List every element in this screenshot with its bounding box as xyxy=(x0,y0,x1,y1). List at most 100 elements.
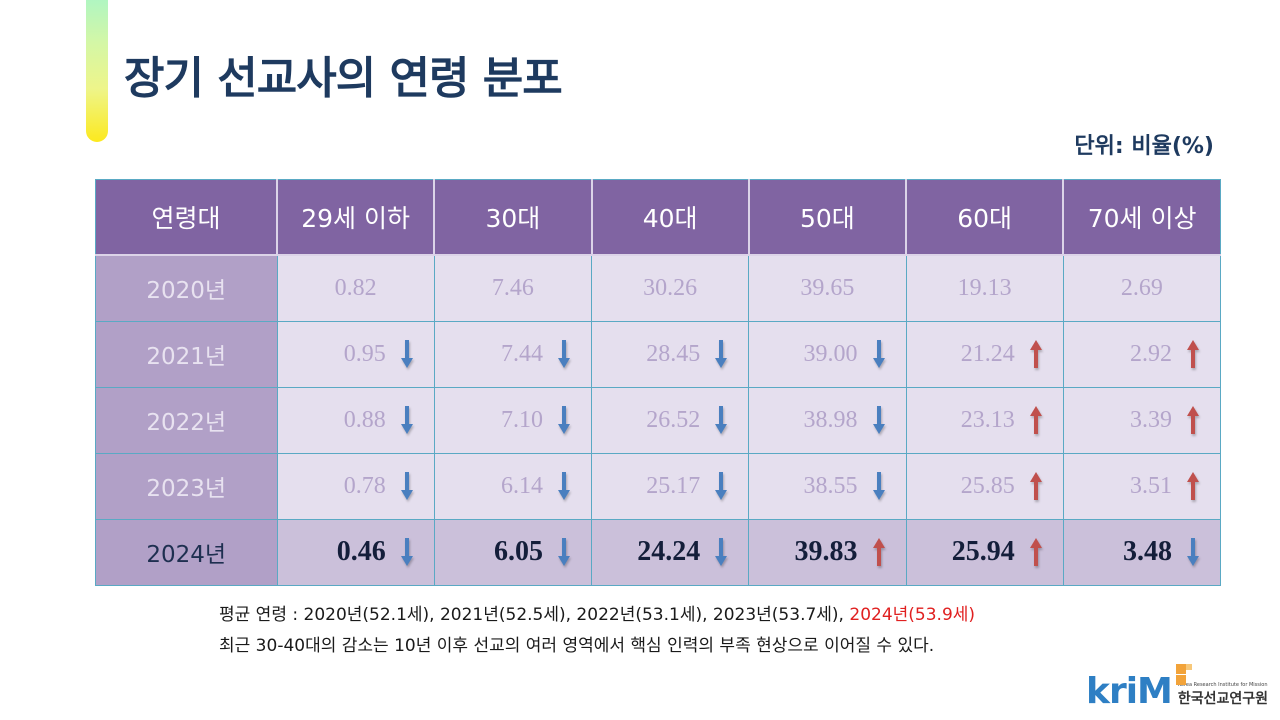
header-60s: 60대 xyxy=(904,179,1065,256)
table-row: 2020년 0.82 7.46 30.26 39.65 19.13 2.69 xyxy=(95,254,1222,322)
table-cell: 38.98 xyxy=(748,386,907,454)
arrow-down-icon xyxy=(400,339,414,369)
cell-value: 25.94 xyxy=(951,536,1015,567)
table-cell: 3.51 xyxy=(1062,452,1222,520)
cell-value: 39.00 xyxy=(803,340,858,367)
cell-value: 28.45 xyxy=(646,340,701,367)
header-50s: 50대 xyxy=(747,179,908,256)
table-cell: 0.82 xyxy=(276,254,435,322)
comment-note: 최근 30-40대의 감소는 10년 이후 선교의 여러 영역에서 핵심 인력의… xyxy=(219,636,935,656)
cell-value: 0.46 xyxy=(336,536,386,567)
table-cell: 3.39 xyxy=(1062,386,1222,454)
arrow-down-icon xyxy=(714,537,728,567)
table-cell: 30.26 xyxy=(590,254,750,322)
logo-text: Korea Research Institute for Mission 한국선… xyxy=(1178,682,1268,710)
table-header-row: 연령대 29세 이하 30대 40대 50대 60대 70세 이상 xyxy=(95,179,1222,256)
table-cell: 25.17 xyxy=(590,452,750,520)
cell-value: 39.65 xyxy=(800,274,855,301)
table-row: 2021년 0.95 7.44 28.45 39.00 21.24 2.92 xyxy=(95,320,1222,388)
table-cell: 2.69 xyxy=(1062,254,1222,322)
cell-value: 25.17 xyxy=(646,472,701,499)
table-cell: 21.24 xyxy=(905,320,1064,388)
table-cell: 26.52 xyxy=(590,386,750,454)
arrow-down-icon xyxy=(872,405,886,435)
row-year-label: 2022년 xyxy=(95,386,278,454)
cell-value: 0.82 xyxy=(334,274,377,301)
table-cell: 25.85 xyxy=(905,452,1064,520)
cell-value: 0.95 xyxy=(343,340,386,367)
header-30s: 30대 xyxy=(433,179,593,256)
arrow-down-icon xyxy=(400,537,414,567)
cell-value: 39.83 xyxy=(794,536,858,567)
average-age-text: 평균 연령 : 2020년(52.1세), 2021년(52.5세), 2022… xyxy=(219,605,850,625)
header-40s: 40대 xyxy=(590,179,750,256)
table-cell: 39.83 xyxy=(748,518,907,586)
row-year-label: 2023년 xyxy=(95,452,278,520)
table-cell: 19.13 xyxy=(905,254,1064,322)
table-cell: 23.13 xyxy=(905,386,1064,454)
cell-value: 3.51 xyxy=(1130,472,1172,499)
arrow-down-icon xyxy=(400,405,414,435)
logo-korean: 한국선교연구원 xyxy=(1177,691,1269,707)
table-cell: 6.14 xyxy=(433,452,593,520)
arrow-down-icon xyxy=(557,339,571,369)
logo-english: Korea Research Institute for Mission xyxy=(1177,682,1268,688)
header-under-29: 29세 이하 xyxy=(275,179,436,256)
cell-value: 2.69 xyxy=(1120,274,1163,301)
row-year-label: 2020년 xyxy=(95,254,278,322)
arrow-up-icon xyxy=(872,537,886,567)
average-age-note: 평균 연령 : 2020년(52.1세), 2021년(52.5세), 2022… xyxy=(219,600,975,631)
cell-value: 21.24 xyxy=(960,340,1015,367)
arrow-up-icon xyxy=(1029,339,1043,369)
cell-value: 3.48 xyxy=(1123,536,1172,567)
arrow-up-icon xyxy=(1029,471,1043,501)
arrow-up-icon xyxy=(1029,405,1043,435)
krim-logo: kriM Korea Research Institute for Missio… xyxy=(1086,662,1272,710)
cell-value: 0.78 xyxy=(343,472,386,499)
table-cell: 7.10 xyxy=(433,386,593,454)
cell-value: 7.10 xyxy=(501,406,543,433)
average-age-2024-highlight: 2024년(53.9세) xyxy=(849,605,976,625)
cell-value: 6.05 xyxy=(494,536,543,567)
arrow-down-icon xyxy=(400,471,414,501)
row-year-label: 2024년 xyxy=(95,518,278,586)
table-row: 2022년 0.88 7.10 26.52 38.98 23.13 3.39 xyxy=(95,386,1222,454)
unit-label: 단위: 비율(%) xyxy=(1074,134,1214,159)
cell-value: 24.24 xyxy=(637,536,701,567)
header-age-group: 연령대 xyxy=(95,179,278,256)
table-cell: 0.46 xyxy=(276,518,435,586)
cell-value: 26.52 xyxy=(646,406,701,433)
logo-square-icon xyxy=(1176,664,1186,674)
arrow-down-icon xyxy=(714,339,728,369)
title-accent-bar xyxy=(86,0,108,142)
cell-value: 3.39 xyxy=(1130,406,1172,433)
table-cell: 28.45 xyxy=(590,320,750,388)
table-cell: 3.48 xyxy=(1062,518,1222,586)
arrow-down-icon xyxy=(557,471,571,501)
table-cell: 39.65 xyxy=(748,254,907,322)
arrow-up-icon xyxy=(1029,537,1043,567)
age-distribution-table: 연령대 29세 이하 30대 40대 50대 60대 70세 이상 2020년 0… xyxy=(95,179,1222,586)
logo-mark-text: kriM xyxy=(1086,671,1173,712)
arrow-up-icon xyxy=(1186,405,1200,435)
cell-value: 38.55 xyxy=(803,472,858,499)
table-cell: 6.05 xyxy=(433,518,593,586)
table-row: 2023년 0.78 6.14 25.17 38.55 25.85 3.51 xyxy=(95,452,1222,520)
cell-value: 23.13 xyxy=(960,406,1015,433)
table-cell: 38.55 xyxy=(748,452,907,520)
table-cell: 25.94 xyxy=(905,518,1064,586)
footnotes: 평균 연령 : 2020년(52.1세), 2021년(52.5세), 2022… xyxy=(219,600,975,662)
cell-value: 30.26 xyxy=(643,274,698,301)
table-cell: 7.46 xyxy=(433,254,593,322)
table-row: 2024년 0.46 6.05 24.24 39.83 25.94 3.48 xyxy=(95,518,1222,586)
arrow-down-icon xyxy=(714,471,728,501)
arrow-up-icon xyxy=(1186,339,1200,369)
cell-value: 6.14 xyxy=(501,472,543,499)
table-cell: 7.44 xyxy=(433,320,593,388)
row-year-label: 2021년 xyxy=(95,320,278,388)
cell-value: 7.44 xyxy=(501,340,543,367)
table-cell: 0.88 xyxy=(276,386,435,454)
cell-value: 0.88 xyxy=(343,406,386,433)
cell-value: 25.85 xyxy=(960,472,1015,499)
arrow-down-icon xyxy=(872,471,886,501)
